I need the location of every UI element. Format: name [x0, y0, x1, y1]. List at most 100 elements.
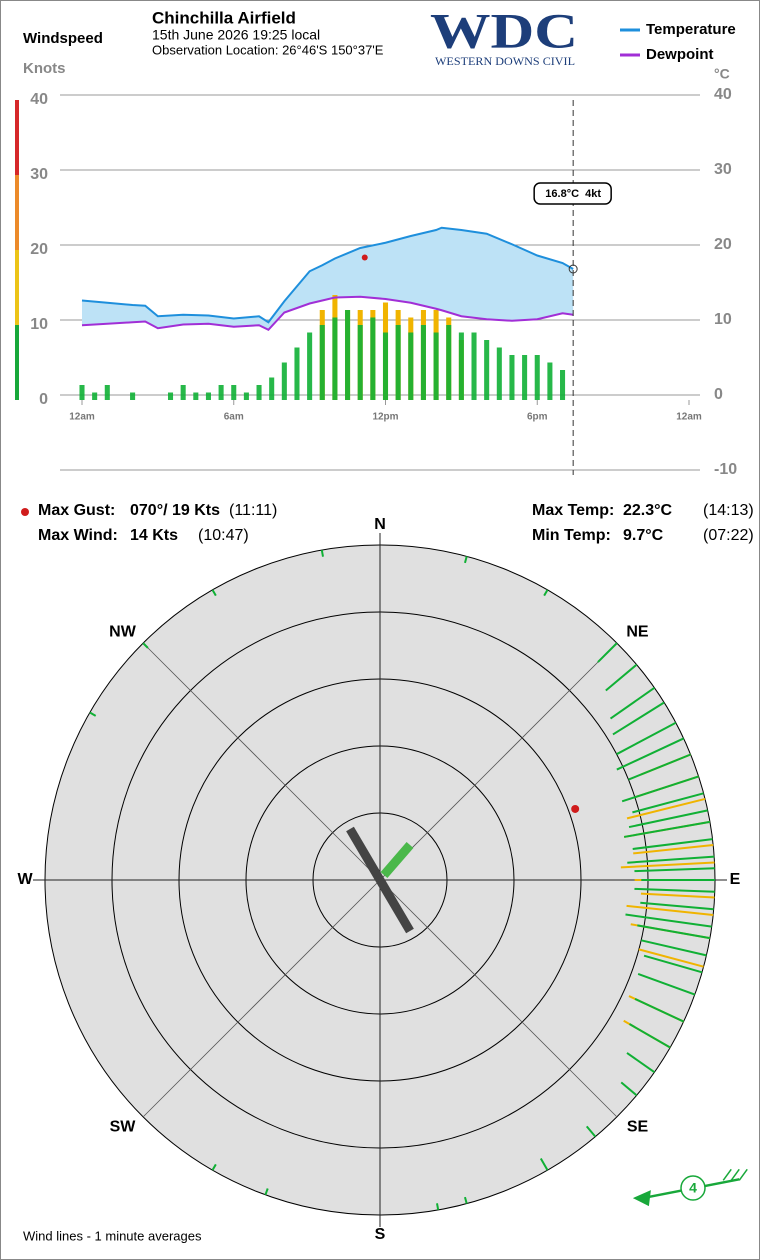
time-chart: 40 30 20 10 0 -10 0 10 20 30 40 12am 6am 12pm 6pm 12am 1… — [30, 86, 737, 478]
scale-green — [15, 325, 19, 400]
x-tick-label: 12am — [676, 412, 702, 423]
wind-ray — [637, 973, 696, 996]
cursor-point — [568, 264, 578, 274]
gust-ray — [620, 861, 715, 869]
gust-ray — [626, 904, 714, 917]
stats: Max Gust: 070°/ 19 Kts (11:11) Max Wind:… — [38, 502, 754, 544]
wind-bar — [433, 332, 439, 400]
needle-current — [380, 842, 414, 878]
stat-label: Max Temp: — [532, 502, 614, 519]
wind-bar — [231, 385, 237, 400]
feather — [730, 1168, 740, 1181]
chart-label: Windspeed — [23, 30, 103, 47]
wind-ray — [632, 838, 713, 850]
wind-bar — [104, 385, 110, 400]
legend-label: Dewpoint — [646, 46, 714, 63]
y2-tick-label: 30 — [714, 161, 732, 178]
wind-bar — [560, 370, 566, 400]
wind-bar — [319, 325, 325, 400]
compass-label: S — [375, 1226, 386, 1243]
wind-ray — [616, 721, 677, 756]
station: Chinchilla Airfield — [152, 8, 296, 27]
gust-ray — [626, 797, 706, 820]
wind-bar — [446, 325, 452, 400]
wind-bar — [522, 355, 528, 400]
wind-bar — [471, 332, 477, 400]
wind-ray — [634, 867, 715, 873]
stat-value: 14 Kts — [130, 527, 178, 544]
y2-tick-label: 10 — [714, 311, 732, 328]
wind-ray — [320, 549, 324, 557]
scale-yellow — [15, 250, 19, 325]
wind-ray — [89, 711, 97, 717]
max-gust-point — [571, 804, 580, 813]
wind-ray — [539, 1158, 549, 1171]
y-tick-label: 30 — [30, 166, 48, 183]
wind-bar — [193, 392, 199, 400]
stat-time: (14:13) — [703, 502, 754, 519]
series-line — [81, 226, 574, 324]
rose-spoke — [142, 642, 381, 881]
wind-ray — [640, 939, 707, 957]
wind-bar — [167, 392, 174, 400]
compass-label: SE — [627, 1119, 649, 1136]
wind-ray — [605, 663, 638, 692]
wind-bar — [256, 385, 262, 400]
wind-ray — [637, 924, 711, 940]
rose-spoke — [142, 879, 381, 1118]
compass-label: SW — [110, 1119, 137, 1136]
wind-ray — [464, 556, 468, 564]
tooltip-text: 16.8°C 4kt — [545, 188, 601, 200]
y-tick-label: 10 — [30, 316, 48, 333]
logo-sub: WESTERN DOWNS CIVIL — [435, 54, 575, 68]
gust-marker-key — [21, 508, 29, 516]
stat-label: Min Temp: — [532, 527, 611, 544]
wind-ray — [211, 589, 217, 597]
wind-bar — [458, 332, 464, 400]
wind-ray — [634, 887, 715, 893]
wind-bar — [243, 392, 249, 400]
logo: WDC — [430, 2, 578, 58]
gust-ray — [633, 843, 714, 855]
stat-time: (10:47) — [198, 527, 249, 544]
wind-ray — [623, 820, 711, 838]
wind-ray — [626, 1052, 655, 1073]
temp-dew-area — [82, 227, 574, 330]
wind-bar — [269, 377, 275, 400]
x-tick-label: 6am — [224, 412, 244, 423]
stat-value: 9.7°C — [623, 527, 664, 544]
wind-bar — [496, 347, 502, 400]
wind-bar — [180, 385, 186, 400]
x-tick-label: 6pm — [527, 412, 548, 423]
stat-value: 070°/ 19 Kts — [130, 502, 220, 519]
gust-ray — [638, 948, 704, 968]
wind-bar — [382, 332, 389, 400]
wind-ray — [211, 1163, 217, 1171]
wind-ray — [629, 1023, 671, 1049]
y2-label: °C — [714, 66, 730, 82]
wind-bar — [218, 385, 224, 400]
x-tick-label: 12pm — [372, 412, 398, 423]
wind-ray — [436, 1203, 440, 1211]
stat-label: Max Wind: — [38, 527, 118, 544]
wind-ray — [640, 901, 714, 911]
wind-bar — [408, 332, 414, 400]
compass-label: NW — [109, 624, 137, 641]
wind-bar — [281, 362, 287, 400]
current-speed: 4 — [689, 1180, 697, 1196]
wind-rose: N NE E SE S SW W NW 4 — [17, 516, 748, 1243]
wind-bar — [370, 317, 376, 400]
current-badge — [680, 1175, 706, 1201]
feather — [738, 1168, 748, 1181]
gust-ray — [640, 892, 715, 899]
wind-ray — [597, 642, 618, 663]
wind-bar — [332, 317, 338, 400]
x-tick-label: 12am — [69, 412, 95, 423]
wind-bar — [92, 392, 98, 400]
scale-red — [15, 100, 19, 175]
current-arrow-head — [632, 1190, 651, 1207]
wind-bar — [395, 325, 401, 400]
y2-tick-label: -10 — [714, 461, 737, 478]
wind-ray — [625, 913, 712, 928]
wind-ray — [643, 954, 703, 974]
